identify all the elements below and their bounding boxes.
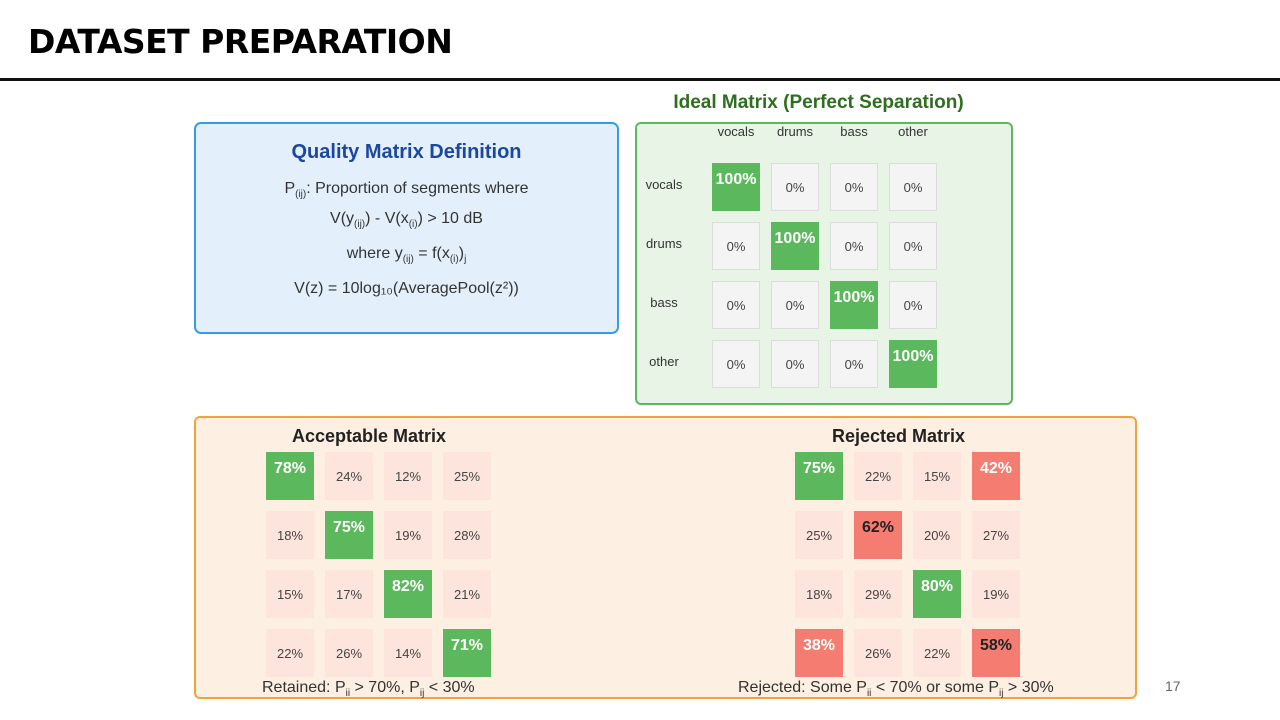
ideal-matrix-cell: 0% — [889, 163, 937, 211]
rejected-matrix-cell: 25% — [795, 511, 843, 559]
acceptable-matrix-cell: 71% — [443, 629, 491, 677]
rejected-matrix-cell: 42% — [972, 452, 1020, 500]
acceptable-matrix-cell: 24% — [325, 452, 373, 500]
definition-text: ) — [458, 245, 465, 262]
caption-text: < 30% — [424, 679, 475, 696]
slide-title: DATASET PREPARATION — [28, 22, 453, 61]
definition-subscript: (i) — [408, 219, 418, 231]
ideal-matrix-box: vocals drums bass other vocals 100% 0% 0% 0% drum… — [635, 122, 1013, 405]
definition-text: : Proportion of segments where — [306, 180, 529, 197]
ideal-row-header: drums — [645, 236, 683, 251]
acceptable-matrix-cell: 28% — [443, 511, 491, 559]
title-divider — [0, 78, 1280, 81]
definition-subscript: j — [464, 254, 467, 266]
ideal-matrix-title: Ideal Matrix (Perfect Separation) — [673, 92, 964, 113]
ideal-matrix-cell: 0% — [889, 281, 937, 329]
rejected-matrix-cell: 27% — [972, 511, 1020, 559]
ideal-matrix-cell: 0% — [771, 340, 819, 388]
rejected-matrix-cell: 62% — [854, 511, 902, 559]
definition-box: Quality Matrix Definition P(ij): Proport… — [194, 122, 619, 334]
acceptable-matrix-cell: 19% — [384, 511, 432, 559]
definition-text: where y — [346, 245, 403, 262]
caption-subscript: ii — [345, 688, 351, 700]
rejected-matrix-cell: 15% — [913, 452, 961, 500]
definition-line-1: P(ij): Proportion of segments where — [196, 180, 617, 200]
ideal-column-header: other — [898, 124, 928, 139]
rejected-matrix-cell: 26% — [854, 629, 902, 677]
ideal-matrix-cell: 100% — [889, 340, 937, 388]
ideal-matrix-cell: 0% — [889, 222, 937, 270]
acceptable-matrix-cell: 75% — [325, 511, 373, 559]
definition-text: V(y — [330, 210, 355, 227]
definition-title: Quality Matrix Definition — [291, 141, 522, 163]
caption-text: > 30% — [1003, 679, 1054, 696]
rejected-matrix-cell: 75% — [795, 452, 843, 500]
ideal-matrix-cell: 0% — [712, 222, 760, 270]
page-number: 17 — [1165, 678, 1181, 694]
acceptable-matrix-cell: 26% — [325, 629, 373, 677]
definition-subscript: (ij) — [295, 189, 307, 201]
acceptable-caption: Retained: Pii > 70%, Pij < 30% — [262, 679, 475, 699]
acceptable-matrix-cell: 22% — [266, 629, 314, 677]
ideal-row-header: bass — [650, 295, 678, 310]
definition-line-4: V(z) = 10log₁₀(AveragePool(z²)) — [294, 280, 519, 297]
caption-text: Rejected: Some P — [738, 679, 867, 696]
acceptable-matrix-cell: 18% — [266, 511, 314, 559]
ideal-row-header: other — [649, 354, 679, 369]
caption-text: < 70% or some P — [871, 679, 1000, 696]
caption-text: Retained: P — [262, 679, 346, 696]
acceptable-matrix-cell: 12% — [384, 452, 432, 500]
ideal-column-header: vocals — [717, 124, 755, 139]
acceptable-matrix-cell: 78% — [266, 452, 314, 500]
ideal-column-header: drums — [776, 124, 814, 139]
definition-text: = f(x — [413, 245, 450, 262]
definition-text: P — [284, 180, 296, 197]
acceptable-matrix-cell: 25% — [443, 452, 491, 500]
acceptable-matrix-cell: 17% — [325, 570, 373, 618]
rejected-matrix-cell: 29% — [854, 570, 902, 618]
rejected-matrix-cell: 19% — [972, 570, 1020, 618]
ideal-column-header: bass — [840, 124, 868, 139]
rejected-caption: Rejected: Some Pii < 70% or some Pij > 3… — [738, 679, 1054, 699]
definition-text: ) > 10 dB — [417, 210, 483, 227]
ideal-matrix-cell: 0% — [771, 163, 819, 211]
acceptable-matrix-cell: 21% — [443, 570, 491, 618]
definition-subscript: (ij) — [354, 219, 366, 231]
acceptable-matrix-cell: 14% — [384, 629, 432, 677]
caption-subscript: ij — [419, 688, 425, 700]
ideal-matrix-cell: 0% — [830, 340, 878, 388]
ideal-matrix-cell: 0% — [771, 281, 819, 329]
ideal-matrix-cell: 0% — [712, 281, 760, 329]
caption-text: > 70%, P — [350, 679, 420, 696]
definition-text: ) - V(x — [365, 210, 409, 227]
acceptable-matrix-cell: 15% — [266, 570, 314, 618]
ideal-matrix-cell: 0% — [830, 222, 878, 270]
definition-subscript: (ij) — [402, 254, 414, 266]
rejected-matrix-cell: 38% — [795, 629, 843, 677]
definition-subscript: (i) — [449, 254, 459, 266]
ideal-matrix-cell: 0% — [712, 340, 760, 388]
definition-line-3: where y(ij) = f(x(i))j — [196, 245, 617, 265]
ideal-matrix-cell: 100% — [830, 281, 878, 329]
ideal-matrix-cell: 100% — [771, 222, 819, 270]
ideal-row-header: vocals — [645, 177, 683, 192]
rejected-matrix-cell: 20% — [913, 511, 961, 559]
rejected-matrix-cell: 80% — [913, 570, 961, 618]
caption-subscript: ij — [999, 688, 1004, 700]
comparison-box: Acceptable Matrix Rejected Matrix Retain… — [194, 416, 1137, 699]
rejected-matrix-cell: 22% — [854, 452, 902, 500]
ideal-matrix-cell: 0% — [830, 163, 878, 211]
rejected-matrix-cell: 58% — [972, 629, 1020, 677]
acceptable-matrix-title: Acceptable Matrix — [292, 426, 447, 446]
rejected-matrix-title: Rejected Matrix — [832, 426, 966, 446]
ideal-matrix-cell: 100% — [712, 163, 760, 211]
caption-subscript: ii — [866, 688, 872, 700]
acceptable-matrix-cell: 82% — [384, 570, 432, 618]
rejected-matrix-cell: 18% — [795, 570, 843, 618]
definition-line-2: V(y(ij)) - V(x(i)) > 10 dB — [196, 210, 617, 230]
rejected-matrix-cell: 22% — [913, 629, 961, 677]
